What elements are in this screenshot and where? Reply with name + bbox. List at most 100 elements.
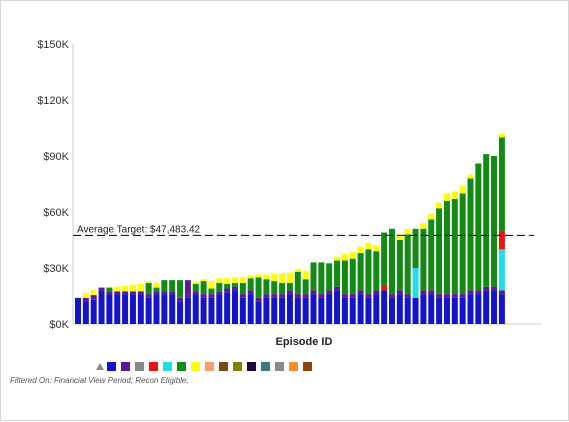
bar-segment[interactable] (239, 277, 246, 283)
bar-segment[interactable] (177, 297, 184, 302)
bar-segment[interactable] (459, 193, 466, 295)
bar-segment[interactable] (184, 297, 191, 324)
bar-segment[interactable] (475, 163, 482, 291)
legend-swatch[interactable] (247, 361, 256, 371)
bar-segment[interactable] (200, 294, 207, 298)
bar-segment[interactable] (247, 294, 254, 324)
bar-segment[interactable] (271, 273, 278, 282)
bar-segment[interactable] (137, 291, 144, 295)
legend-swatch[interactable] (289, 361, 298, 371)
bar-segment[interactable] (381, 232, 388, 285)
bar-segment[interactable] (310, 282, 317, 291)
bar-segment[interactable] (341, 260, 348, 295)
bar-segment[interactable] (98, 290, 105, 324)
legend-swatch[interactable] (205, 361, 214, 371)
bar-segment[interactable] (145, 294, 152, 298)
bar-segment[interactable] (294, 271, 301, 295)
bar-segment[interactable] (302, 294, 309, 298)
bar-segment[interactable] (216, 278, 223, 283)
bar-segment[interactable] (302, 297, 309, 324)
bar-segment[interactable] (208, 297, 215, 324)
bar-segment[interactable] (137, 294, 144, 324)
legend-swatch[interactable] (233, 361, 242, 371)
bar-segment[interactable] (129, 294, 136, 324)
bar-segment[interactable] (294, 297, 301, 324)
bar-segment[interactable] (365, 297, 372, 324)
bar-segment[interactable] (310, 290, 317, 295)
bar-segment[interactable] (483, 154, 490, 287)
bar-segment[interactable] (177, 280, 184, 298)
bar-segment[interactable] (341, 294, 348, 298)
bar-segment[interactable] (467, 290, 474, 295)
bar-segment[interactable] (200, 297, 207, 324)
bar-segment[interactable] (428, 294, 435, 324)
bar-segment[interactable] (255, 274, 262, 278)
bar-segment[interactable] (428, 213, 435, 220)
bar-segment[interactable] (224, 292, 231, 324)
bar-segment[interactable] (491, 286, 498, 291)
bar-segment[interactable] (145, 297, 152, 324)
bar-segment[interactable] (467, 178, 474, 291)
bar-segment[interactable] (498, 294, 505, 324)
bar-segment[interactable] (255, 301, 262, 324)
bar-segment[interactable] (279, 297, 286, 324)
bar-segment[interactable] (451, 294, 458, 298)
bar-segment[interactable] (153, 282, 160, 288)
bar-segment[interactable] (341, 297, 348, 324)
bar-segment[interactable] (357, 253, 364, 291)
bar-segment[interactable] (451, 191, 458, 199)
bar-segment[interactable] (373, 245, 380, 252)
bar-segment[interactable] (491, 290, 498, 324)
bar-segment[interactable] (396, 234, 403, 240)
bar-segment[interactable] (404, 294, 411, 298)
bar-segment[interactable] (334, 256, 341, 261)
bar-segment[interactable] (153, 291, 160, 295)
bar-segment[interactable] (239, 282, 246, 295)
bar-segment[interactable] (247, 275, 254, 279)
bar-segment[interactable] (326, 294, 333, 324)
bar-segment[interactable] (224, 278, 231, 284)
bar-segment[interactable] (357, 246, 364, 254)
bar-segment[interactable] (145, 281, 152, 283)
bar-segment[interactable] (404, 234, 411, 295)
bar-segment[interactable] (404, 228, 411, 235)
bar-segment[interactable] (349, 294, 356, 298)
bar-segment[interactable] (192, 291, 199, 295)
bar-segment[interactable] (475, 290, 482, 295)
bar-segment[interactable] (232, 277, 238, 283)
bar-segment[interactable] (286, 272, 293, 283)
bar-segment[interactable] (420, 294, 427, 324)
bar-segment[interactable] (184, 294, 191, 298)
bar-segment[interactable] (498, 137, 505, 231)
bar-segment[interactable] (271, 294, 278, 298)
bar-segment[interactable] (326, 290, 333, 295)
bar-segment[interactable] (428, 219, 435, 291)
bar-segment[interactable] (122, 291, 129, 295)
bar-segment[interactable] (412, 228, 419, 268)
bar-segment[interactable] (200, 281, 207, 295)
bar-segment[interactable] (436, 202, 443, 209)
bar-segment[interactable] (373, 294, 380, 324)
legend-swatch[interactable] (107, 361, 116, 371)
bar-segment[interactable] (145, 282, 152, 295)
bar-segment[interactable] (177, 301, 184, 324)
bar-segment[interactable] (357, 290, 364, 295)
legend-swatch[interactable] (135, 361, 144, 371)
bar-segment[interactable] (365, 242, 372, 250)
bar-segment[interactable] (153, 287, 160, 292)
bar-segment[interactable] (412, 297, 419, 324)
bar-segment[interactable] (263, 297, 270, 324)
bar-segment[interactable] (396, 294, 403, 324)
bar-segment[interactable] (286, 290, 293, 295)
bar-segment[interactable] (451, 198, 458, 295)
bar-segment[interactable] (232, 290, 238, 324)
bar-segment[interactable] (90, 295, 97, 300)
bar-segment[interactable] (129, 284, 136, 292)
legend-swatch[interactable] (261, 361, 270, 371)
bar-segment[interactable] (381, 284, 388, 291)
bar-segment[interactable] (318, 297, 325, 324)
legend-swatch[interactable] (191, 361, 200, 371)
bar-segment[interactable] (436, 294, 443, 298)
bar-segment[interactable] (451, 297, 458, 324)
bar-segment[interactable] (90, 290, 97, 296)
